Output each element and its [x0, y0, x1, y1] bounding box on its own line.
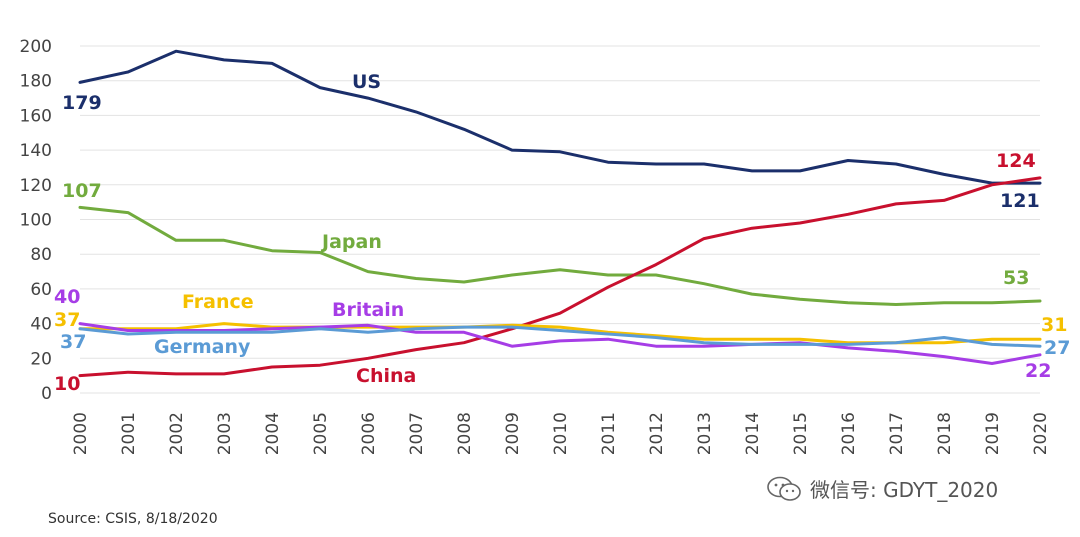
y-tick-label: 20	[30, 349, 52, 369]
end-value-china: 124	[996, 150, 1036, 172]
x-tick-label: 2005	[311, 412, 331, 455]
start-value-france: 37	[54, 309, 80, 331]
x-tick-label: 2008	[455, 412, 475, 455]
start-value-us: 179	[62, 92, 102, 114]
x-tick-label: 2003	[215, 412, 235, 455]
label-japan: Japan	[320, 231, 382, 253]
start-value-britain: 40	[54, 286, 80, 308]
y-tick-label: 160	[20, 106, 52, 126]
watermark-text: 微信号: GDYT_2020	[810, 478, 999, 502]
start-value-china: 10	[54, 373, 80, 395]
x-tick-label: 2016	[839, 412, 859, 455]
end-value-germany: 27	[1044, 337, 1070, 359]
watermark: 微信号: GDYT_2020	[766, 474, 998, 503]
x-tick-label: 2019	[983, 412, 1003, 455]
x-tick-label: 2017	[887, 412, 907, 455]
series-labels: US Japan China France Britain Germany 17…	[54, 71, 1070, 395]
x-tick-label: 2014	[743, 412, 763, 455]
end-value-france: 31	[1041, 314, 1067, 336]
x-axis-ticks: 2000 2001 2002 2003 2004 2005 2006 2007 2008 2009…	[71, 412, 1051, 455]
label-us: US	[352, 71, 381, 93]
y-tick-label: 180	[20, 72, 52, 92]
series-line-britain	[78, 322, 1042, 365]
x-tick-label: 2007	[407, 412, 427, 455]
label-france: France	[182, 291, 254, 313]
label-germany: Germany	[154, 336, 251, 358]
source-note: Source: CSIS, 8/18/2020	[48, 511, 218, 527]
end-value-japan: 53	[1003, 267, 1029, 289]
x-tick-label: 2012	[647, 412, 667, 455]
x-tick-label: 2006	[359, 412, 379, 455]
x-tick-label: 2004	[263, 412, 283, 455]
series-line-us	[78, 49, 1042, 185]
x-tick-label: 2013	[695, 412, 715, 455]
start-value-germany: 37	[60, 331, 86, 353]
x-tick-label: 2018	[935, 412, 955, 455]
x-tick-label: 2002	[167, 412, 187, 455]
y-tick-label: 80	[30, 245, 52, 265]
series-line-china	[78, 176, 1042, 378]
y-tick-label: 120	[20, 176, 52, 196]
x-tick-label: 2015	[791, 412, 811, 455]
series-lines	[78, 49, 1042, 378]
y-axis-ticks: 0 20 40 60 80 100 120 140 160 180 200	[20, 37, 52, 404]
x-tick-label: 2011	[599, 412, 619, 455]
label-britain: Britain	[332, 299, 404, 321]
label-china: China	[356, 365, 416, 387]
x-tick-label: 2001	[119, 412, 139, 455]
x-tick-label: 2009	[503, 412, 523, 455]
x-tick-label: 2020	[1031, 412, 1051, 455]
series-line-japan	[78, 205, 1042, 306]
y-tick-label: 200	[20, 37, 52, 57]
y-tick-label: 100	[20, 211, 52, 231]
end-value-us: 121	[1000, 190, 1040, 212]
y-tick-label: 140	[20, 141, 52, 161]
start-value-japan: 107	[62, 180, 102, 202]
wechat-icon	[767, 476, 801, 501]
y-tick-label: 60	[30, 280, 52, 300]
y-tick-label: 0	[41, 384, 52, 404]
series-line-germany	[78, 325, 1042, 348]
y-tick-label: 40	[30, 315, 52, 335]
x-tick-label: 2000	[71, 412, 91, 455]
end-value-britain: 22	[1025, 360, 1051, 382]
x-tick-label: 2010	[551, 412, 571, 455]
